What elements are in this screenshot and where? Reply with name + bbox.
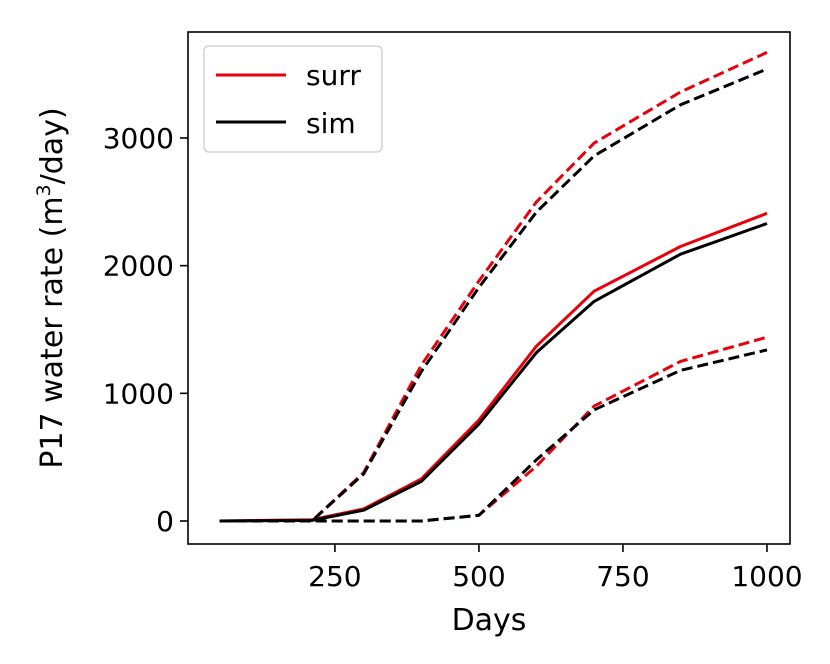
y-tick-label: 3000 [103, 122, 174, 155]
legend-label-surr: surr [306, 59, 361, 92]
x-tick-label: 750 [596, 560, 649, 593]
series-line-sim-p10 [219, 348, 768, 523]
series-line-sim-p50 [219, 222, 768, 523]
series-layer [219, 51, 768, 523]
y-tick-label: 0 [156, 505, 174, 538]
y-axis-label-tail: /day) [35, 107, 70, 184]
y-axis-label: P17 water rate (m3/day) [33, 107, 70, 468]
series-line-sim-p90 [219, 67, 768, 523]
y-tick-label: 1000 [103, 377, 174, 410]
y-tick-label: 2000 [103, 250, 174, 283]
legend-label-sim: sim [306, 107, 356, 140]
x-axis-label: Days [452, 603, 527, 638]
y-axis-label-group: P17 water rate (m3/day) [33, 107, 70, 468]
legend-box [203, 45, 383, 153]
x-tick-label: 500 [452, 560, 505, 593]
x-tick-label: 1000 [731, 560, 802, 593]
series-line-surr-p10 [219, 335, 768, 523]
plot-frame [187, 31, 791, 545]
ticks-layer: 250 500 750 1000 0 1000 2000 3000 [103, 122, 803, 593]
legend: surr sim [203, 45, 383, 153]
series-line-surr-p50 [219, 211, 768, 523]
y-axis-label-main: P17 water rate (m [35, 196, 70, 468]
y-axis-label-superscript: 3 [33, 184, 55, 196]
x-tick-label: 250 [308, 560, 361, 593]
